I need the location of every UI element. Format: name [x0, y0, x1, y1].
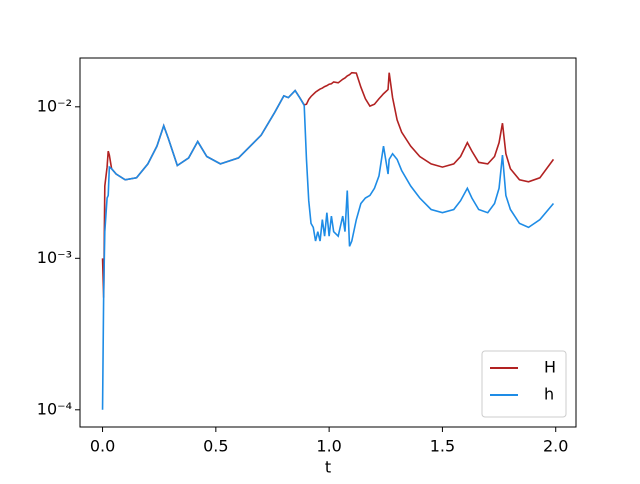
y-tick-label: 10⁻²: [37, 96, 72, 115]
plot-frame: [79, 57, 577, 428]
x-tick-label: 2.0: [543, 437, 568, 456]
data-line: [101, 89, 555, 410]
x-tick-label: 0.5: [203, 437, 228, 456]
x-tick-label: 0.0: [90, 437, 115, 456]
legend-label: h: [544, 385, 554, 404]
x-axis-label: t: [325, 458, 331, 477]
y-tick-label: 10⁻⁴: [37, 399, 72, 418]
data-line: [101, 71, 555, 298]
y-tick-label: 10⁻³: [37, 248, 72, 267]
x-tick-label: 1.5: [430, 437, 455, 456]
x-tick-label: 1.0: [316, 437, 341, 456]
legend-label: H: [544, 358, 556, 377]
